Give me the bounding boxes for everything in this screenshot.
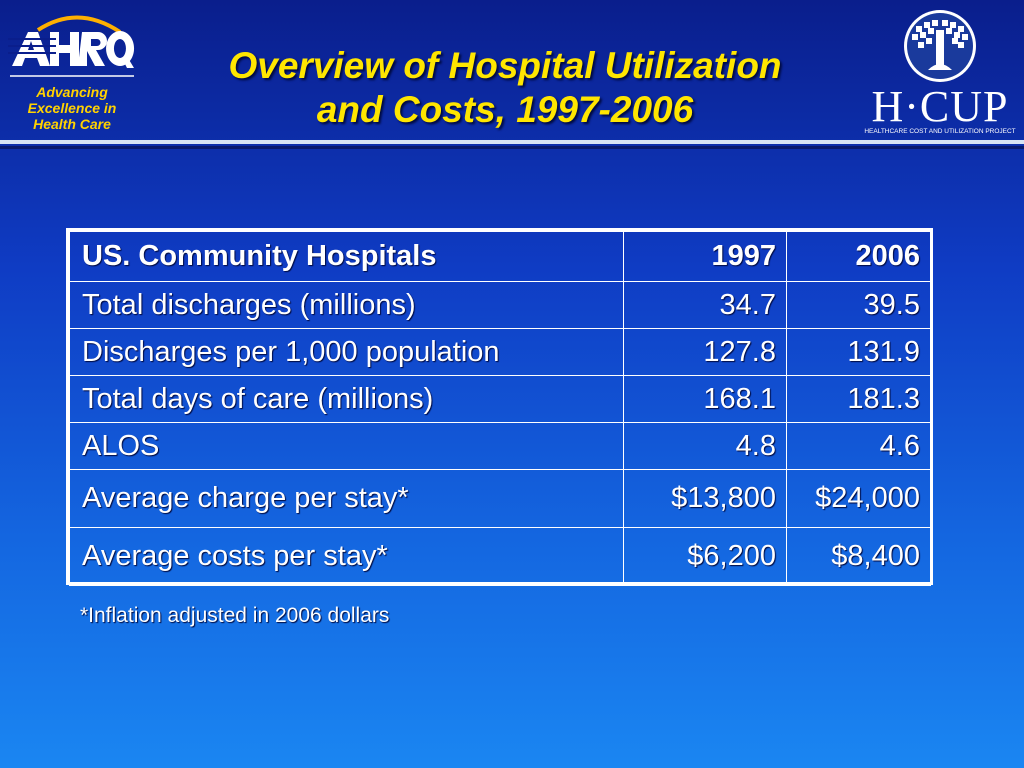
table-row: Discharges per 1,000 population 127.8 13… xyxy=(69,328,931,376)
ahrq-tagline-line1: Advancing xyxy=(36,84,108,100)
cell-2006: $8,400 xyxy=(786,527,931,586)
header-cell-category: US. Community Hospitals xyxy=(69,231,624,282)
ahrq-wordmark-icon xyxy=(8,15,135,77)
hcup-wordmark: H·CUP xyxy=(871,82,1009,131)
table-footnote: *Inflation adjusted in 2006 dollars xyxy=(80,604,390,627)
cell-1997: 168.1 xyxy=(623,375,787,423)
table-row: ALOS 4.8 4.6 xyxy=(69,422,931,470)
title-line1: Overview of Hospital Utilization xyxy=(228,45,782,86)
row-label: ALOS xyxy=(69,422,624,470)
row-label: Average charge per stay* xyxy=(69,469,624,528)
cell-1997: $6,200 xyxy=(623,527,787,586)
table-row: Total discharges (millions) 34.7 39.5 xyxy=(69,281,931,329)
cell-2006: 131.9 xyxy=(786,328,931,376)
title-line2: and Costs, 1997-2006 xyxy=(316,89,694,130)
hospital-stats-table: US. Community Hospitals 1997 2006 Total … xyxy=(66,228,933,586)
table-row: Total days of care (millions) 168.1 181.… xyxy=(69,375,931,423)
ahrq-logo: Advancing Excellence in Health Care xyxy=(8,8,136,134)
header-cell-1997: 1997 xyxy=(623,231,787,282)
row-label: Total discharges (millions) xyxy=(69,281,624,329)
table-header-row: US. Community Hospitals 1997 2006 xyxy=(69,231,931,282)
tree-emblem-icon xyxy=(904,10,976,82)
cell-1997: 4.8 xyxy=(623,422,787,470)
cell-2006: 181.3 xyxy=(786,375,931,423)
header-divider-dark xyxy=(0,146,1024,149)
cell-1997: 127.8 xyxy=(623,328,787,376)
header-cell-2006: 2006 xyxy=(786,231,931,282)
data-table: US. Community Hospitals 1997 2006 Total … xyxy=(69,231,931,586)
slide-header: Advancing Excellence in Health Care Over… xyxy=(0,0,1024,149)
cell-1997: 34.7 xyxy=(623,281,787,329)
header-divider-light xyxy=(0,140,1024,144)
hcup-subtitle: HEALTHCARE COST AND UTILIZATION PROJECT xyxy=(864,128,1016,135)
table-row: Average charge per stay* $13,800 $24,000 xyxy=(69,469,931,528)
cell-1997: $13,800 xyxy=(623,469,787,528)
cell-2006: 4.6 xyxy=(786,422,931,470)
hcup-logo: H·CUP HEALTHCARE COST AND UTILIZATION PR… xyxy=(864,8,1016,138)
row-label: Average costs per stay* xyxy=(69,527,624,586)
ahrq-tagline-line3: Health Care xyxy=(33,116,111,132)
cell-2006: $24,000 xyxy=(786,469,931,528)
page-title: Overview of Hospital Utilization and Cos… xyxy=(150,44,860,132)
row-label: Total days of care (millions) xyxy=(69,375,624,423)
ahrq-tagline-line2: Excellence in xyxy=(27,100,117,116)
ahrq-tagline: Advancing Excellence in Health Care xyxy=(8,84,136,132)
row-label: Discharges per 1,000 population xyxy=(69,328,624,376)
cell-2006: 39.5 xyxy=(786,281,931,329)
table-row: Average costs per stay* $6,200 $8,400 xyxy=(69,527,931,586)
